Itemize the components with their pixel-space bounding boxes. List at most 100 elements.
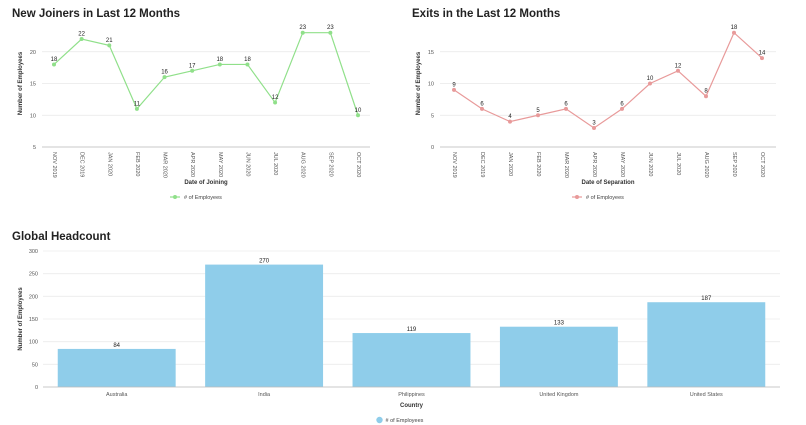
joiners-series-line [53, 32, 359, 116]
headcount-legend-label: # of Employees [386, 418, 424, 424]
headcount-data-label: 119 [407, 327, 417, 333]
exits-x-tick-label: AUG 2020 [703, 152, 709, 178]
exits-data-label: 5 [536, 108, 540, 114]
joiners-y-tick-label: 10 [30, 113, 36, 119]
joiners-x-tick-label: DEC 2019 [79, 152, 85, 177]
joiners-data-label: 17 [189, 63, 196, 69]
exits-x-tick-label: MAR 2020 [563, 152, 569, 178]
joiners-x-tick-label: NOV 2019 [51, 152, 57, 178]
exits-data-label: 12 [675, 63, 682, 69]
headcount-bar [205, 264, 324, 387]
joiners-data-point [356, 113, 360, 118]
joiners-legend-marker [173, 195, 177, 199]
exits-x-tick-label: JUL 2020 [675, 152, 681, 175]
exits-data-point [592, 125, 596, 130]
headcount-x-axis-title: Country [400, 403, 424, 409]
exits-data-point [620, 106, 624, 111]
headcount-x-tick-label: Australia [106, 392, 128, 398]
exits-data-label: 9 [452, 82, 456, 88]
exits-data-point [760, 56, 764, 61]
joiners-data-point [52, 62, 56, 67]
headcount-x-tick-label: India [258, 392, 271, 398]
joiners-x-tick-label: AUG 2020 [300, 152, 306, 178]
exits-data-point [704, 94, 708, 99]
joiners-data-point [79, 37, 84, 42]
joiners-data-point [190, 68, 195, 73]
joiners-legend-label: # of Employees [184, 195, 222, 201]
exits-data-point [452, 87, 456, 92]
headcount-y-tick-label: 250 [29, 272, 38, 278]
joiners-x-tick-label: MAR 2020 [162, 152, 168, 178]
joiners-x-tick-label: JUL 2020 [272, 152, 278, 175]
joiners-x-tick-label: APR 2020 [189, 152, 195, 177]
joiners-data-point [217, 62, 222, 67]
headcount-bar [647, 302, 766, 387]
exits-data-point [564, 106, 568, 111]
headcount-data-label: 84 [113, 343, 120, 349]
exits-data-point [508, 119, 512, 124]
exits-chart-title: Exits in the Last 12 Months [412, 8, 561, 20]
headcount-y-tick-label: 100 [29, 340, 38, 346]
headcount-bar [57, 348, 176, 387]
headcount-y-tick-label: 150 [29, 317, 38, 323]
exits-y-tick-label: 0 [431, 145, 434, 151]
exits-data-point [480, 106, 484, 111]
joiners-y-tick-label: 5 [33, 145, 36, 151]
joiners-x-tick-label: JUN 2020 [244, 152, 250, 176]
joiners-x-axis-title: Date of Joining [184, 180, 228, 186]
headcount-x-tick-label: United Kingdom [539, 392, 579, 398]
joiners-data-label: 18 [216, 57, 223, 63]
joiners-data-label: 10 [355, 108, 362, 114]
headcount-x-tick-label: Philippines [398, 392, 425, 398]
joiners-x-tick-label: JAN 2020 [106, 152, 112, 176]
joiners-y-tick-label: 20 [30, 50, 36, 56]
exits-data-label: 6 [564, 101, 568, 107]
headcount-x-tick-label: United States [690, 392, 723, 398]
headcount-y-tick-label: 0 [35, 385, 38, 391]
joiners-data-point [162, 75, 167, 80]
joiners-data-point [273, 100, 278, 105]
joiners-data-point [328, 30, 333, 35]
joiners-data-label: 23 [327, 25, 334, 31]
joiners-data-point [300, 30, 305, 35]
joiners-data-point [134, 106, 139, 111]
joiners-data-label: 22 [78, 32, 85, 38]
exits-legend-label: # of Employees [586, 195, 624, 201]
exits-x-tick-label: DEC 2019 [479, 152, 485, 177]
exits-data-label: 6 [480, 101, 484, 107]
exits-x-tick-label: SEP 2020 [731, 152, 737, 177]
joiners-data-label: 23 [299, 25, 306, 31]
headcount-y-tick-label: 50 [32, 362, 38, 368]
exits-x-tick-label: JAN 2020 [507, 152, 513, 176]
joiners-data-point [107, 43, 112, 48]
exits-data-point [648, 81, 652, 86]
headcount-y-tick-label: 300 [29, 249, 38, 255]
exits-y-tick-label: 15 [428, 50, 434, 56]
joiners-x-tick-label: FEB 2020 [134, 152, 140, 176]
headcount-y-axis-title: Number of Employees [18, 287, 24, 351]
exits-y-tick-label: 5 [431, 113, 434, 119]
exits-data-point [676, 68, 680, 73]
exits-data-label: 10 [647, 76, 654, 82]
joiners-y-axis-title: Number of Employees [18, 51, 24, 115]
joiners-y-tick-label: 15 [30, 82, 36, 88]
exits-y-axis-title: Number of Employees [416, 51, 422, 115]
joiners-data-label: 18 [51, 57, 58, 63]
headcount-bar [499, 326, 618, 387]
headcount-bar [352, 333, 471, 387]
exits-data-label: 18 [731, 25, 738, 31]
headcount-data-label: 187 [701, 296, 712, 302]
joiners-data-label: 16 [161, 70, 168, 76]
exits-x-tick-label: FEB 2020 [535, 152, 541, 176]
joiners-x-tick-label: SEP 2020 [327, 152, 333, 177]
exits-x-tick-label: JUN 2020 [647, 152, 653, 176]
exits-x-axis-title: Date of Separation [581, 180, 634, 186]
joiners-data-label: 11 [134, 101, 141, 107]
exits-data-label: 14 [759, 51, 766, 57]
exits-data-label: 3 [592, 120, 596, 126]
exits-legend-marker [575, 195, 579, 199]
exits-y-tick-label: 10 [428, 82, 434, 88]
headcount-data-label: 133 [554, 321, 565, 327]
exits-series-line [453, 31, 763, 129]
